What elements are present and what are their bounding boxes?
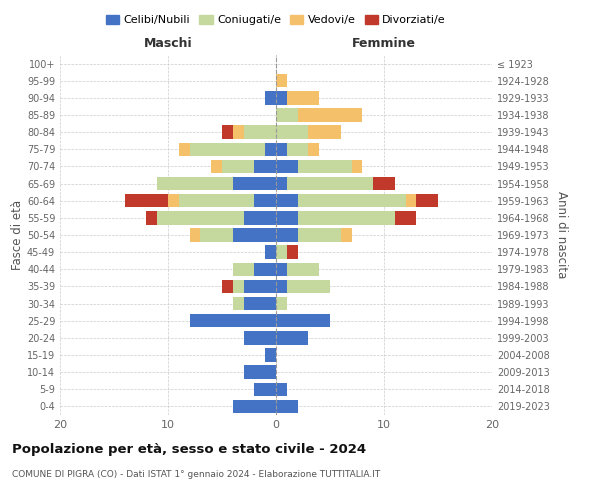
Text: Popolazione per età, sesso e stato civile - 2024: Popolazione per età, sesso e stato civil…: [12, 442, 366, 456]
Bar: [287, 91, 319, 104]
Bar: [276, 262, 287, 276]
Bar: [254, 262, 276, 276]
Bar: [244, 366, 276, 379]
Bar: [395, 211, 416, 224]
Bar: [276, 126, 308, 139]
Bar: [222, 160, 254, 173]
Bar: [276, 382, 287, 396]
Bar: [265, 142, 276, 156]
Bar: [190, 228, 200, 241]
Bar: [157, 211, 244, 224]
Bar: [308, 142, 319, 156]
Bar: [276, 280, 287, 293]
Bar: [244, 280, 276, 293]
Bar: [287, 177, 373, 190]
Bar: [190, 142, 265, 156]
Bar: [276, 331, 308, 344]
Bar: [276, 74, 287, 88]
Bar: [416, 194, 438, 207]
Bar: [276, 246, 287, 259]
Bar: [287, 280, 330, 293]
Bar: [211, 160, 222, 173]
Bar: [265, 91, 276, 104]
Bar: [276, 177, 287, 190]
Bar: [276, 91, 287, 104]
Bar: [276, 160, 298, 173]
Bar: [276, 194, 298, 207]
Text: Maschi: Maschi: [143, 37, 193, 50]
Bar: [308, 126, 341, 139]
Bar: [233, 177, 276, 190]
Bar: [125, 194, 168, 207]
Bar: [168, 194, 179, 207]
Legend: Celibi/Nubili, Coniugati/e, Vedovi/e, Divorziati/e: Celibi/Nubili, Coniugati/e, Vedovi/e, Di…: [101, 10, 451, 30]
Bar: [341, 228, 352, 241]
Bar: [157, 177, 233, 190]
Bar: [298, 160, 352, 173]
Bar: [287, 262, 319, 276]
Bar: [298, 108, 362, 122]
Bar: [276, 228, 298, 241]
Bar: [200, 228, 233, 241]
Bar: [254, 382, 276, 396]
Bar: [233, 228, 276, 241]
Bar: [254, 194, 276, 207]
Bar: [298, 211, 395, 224]
Bar: [179, 194, 254, 207]
Bar: [254, 160, 276, 173]
Bar: [287, 246, 298, 259]
Bar: [179, 142, 190, 156]
Bar: [265, 246, 276, 259]
Bar: [190, 314, 276, 328]
Bar: [276, 108, 298, 122]
Text: Femmine: Femmine: [352, 37, 416, 50]
Y-axis label: Anni di nascita: Anni di nascita: [555, 192, 568, 278]
Bar: [244, 297, 276, 310]
Bar: [276, 400, 298, 413]
Y-axis label: Fasce di età: Fasce di età: [11, 200, 24, 270]
Bar: [298, 194, 406, 207]
Bar: [233, 262, 254, 276]
Bar: [233, 126, 244, 139]
Bar: [233, 297, 244, 310]
Bar: [146, 211, 157, 224]
Bar: [222, 280, 233, 293]
Bar: [244, 331, 276, 344]
Bar: [233, 280, 244, 293]
Bar: [222, 126, 233, 139]
Bar: [373, 177, 395, 190]
Text: COMUNE DI PIGRA (CO) - Dati ISTAT 1° gennaio 2024 - Elaborazione TUTTITALIA.IT: COMUNE DI PIGRA (CO) - Dati ISTAT 1° gen…: [12, 470, 380, 479]
Bar: [406, 194, 416, 207]
Bar: [287, 142, 308, 156]
Bar: [276, 314, 330, 328]
Bar: [276, 142, 287, 156]
Bar: [233, 400, 276, 413]
Bar: [276, 297, 287, 310]
Bar: [244, 211, 276, 224]
Bar: [298, 228, 341, 241]
Bar: [276, 211, 298, 224]
Bar: [352, 160, 362, 173]
Bar: [244, 126, 276, 139]
Bar: [265, 348, 276, 362]
